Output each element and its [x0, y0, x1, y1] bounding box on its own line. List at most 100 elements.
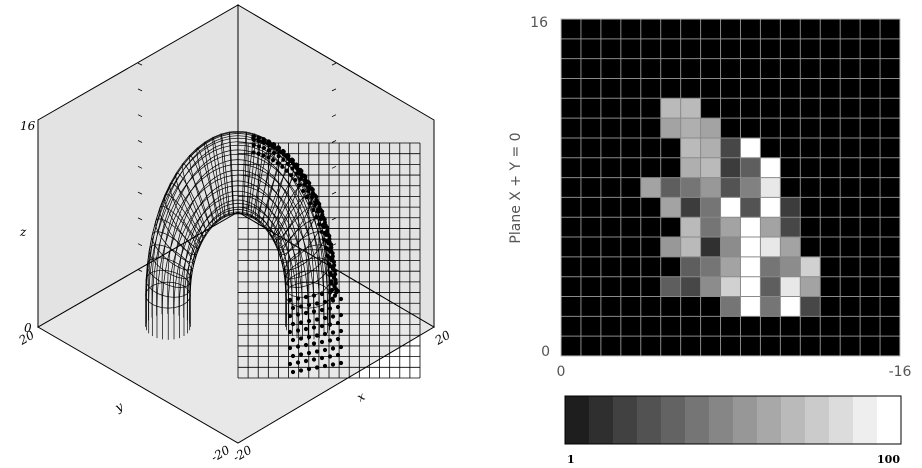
scatter-dot [290, 321, 296, 327]
colorbar-swatch [805, 396, 830, 444]
z-tick-mark [137, 217, 143, 221]
scatter-dot [251, 143, 256, 148]
heatmap-cell [680, 177, 701, 198]
scatter-dot [319, 323, 325, 329]
heatmap-cell [700, 197, 721, 218]
scatter-dot [319, 355, 325, 361]
scatter-dot [306, 188, 311, 194]
scatter-dot [331, 263, 337, 268]
heatmap-cells [640, 98, 821, 317]
scatter-dot [319, 307, 325, 313]
scatter-dot [314, 317, 320, 322]
heatmap-cell [720, 137, 741, 158]
heatmap-cell [680, 197, 701, 218]
scatter-dot [284, 168, 289, 173]
colorbar-swatch [709, 396, 734, 444]
scatter-dot [280, 164, 285, 169]
torus-meridian [167, 159, 309, 283]
scatter-dot [290, 353, 296, 359]
scatter-dot [311, 309, 317, 314]
torus-meridian [189, 206, 287, 292]
heatmap-cell [760, 157, 781, 178]
heatmap-cell [680, 237, 701, 257]
heatmap-y-tick-0: 0 [541, 344, 550, 360]
scatter-dot [270, 143, 275, 149]
z-tick-0: 0 [24, 321, 32, 335]
heatmap-cell [740, 256, 761, 277]
scatter-dot [327, 338, 333, 343]
colorbar-swatch [565, 396, 590, 444]
heatmap-cell [660, 237, 681, 257]
scatter-dot [314, 365, 320, 370]
scatter-dot [290, 337, 296, 343]
scatter-dot [290, 305, 296, 311]
scatter-dot [266, 148, 272, 153]
scatter-dot [314, 333, 320, 338]
scatter-dot [251, 136, 256, 141]
scatter-dot [327, 354, 333, 359]
heatmap-cell [660, 118, 681, 138]
torus-meridian [151, 153, 325, 305]
heatmap-cell [760, 197, 781, 218]
heatmap-cell [700, 237, 721, 257]
torus-meridian [183, 209, 293, 305]
scatter-dot [322, 315, 328, 321]
z-tick-mark [137, 88, 143, 92]
heatmap-cell [800, 276, 821, 297]
scatter-dot [328, 270, 333, 275]
heatmap-cell [760, 177, 781, 198]
scatter-dot [256, 137, 261, 142]
scatter-dot [323, 245, 329, 250]
scatter-dot [338, 312, 344, 318]
heatmap-cell [680, 137, 701, 158]
scatter-dot [320, 212, 325, 217]
torus-meridian [161, 149, 314, 283]
heatmap-x-tick-0: 0 [557, 364, 566, 380]
scatter-dot [307, 184, 312, 189]
scatter-dot [319, 229, 324, 234]
scatter-dot [332, 293, 338, 298]
heatmap-cell [700, 177, 721, 198]
scatter-dot [311, 341, 317, 346]
scatter-dot [327, 262, 332, 267]
scatter-dot [330, 298, 336, 303]
scatter-dot [295, 328, 301, 333]
heatmap-cell [720, 197, 741, 218]
heatmap-cell [760, 237, 781, 257]
scatter-dot [338, 328, 344, 334]
scatter-dot [338, 344, 344, 350]
scatter-dot [306, 318, 312, 324]
scatter-dot [338, 360, 344, 366]
scatter-dot [299, 171, 304, 177]
scatter-dot [309, 195, 315, 200]
scatter-dot [324, 232, 329, 237]
scatter-dot [271, 150, 276, 156]
scatter-dot [295, 296, 301, 301]
heatmap-cell [740, 237, 761, 257]
scatter-dot [276, 154, 281, 159]
scatter-dot [287, 297, 293, 303]
scatter-dot [313, 202, 318, 207]
y-axis-label: y [112, 399, 126, 415]
scatter-dot [322, 363, 328, 369]
heatmap-cell [720, 256, 741, 277]
heatmap-cell [700, 256, 721, 277]
torus-meridian [156, 141, 320, 284]
torus-meridian [178, 180, 297, 284]
heatmap-plot: 16 0 0 -16 Plane X + Y = 0 [508, 15, 912, 380]
scatter-dot [303, 326, 309, 332]
z-tick-mark [137, 114, 143, 118]
heatmap-grid [561, 19, 900, 356]
colorbar-swatch [613, 396, 638, 444]
heatmap-cell [680, 157, 701, 178]
scatter-dot [290, 161, 296, 166]
heatmap-cell [740, 137, 761, 158]
scatter-dot [306, 366, 312, 372]
colorbar: 1 100 [564, 395, 902, 466]
torus-meridian [183, 190, 293, 286]
scatter-dot [321, 224, 326, 229]
scatter-dot [295, 360, 301, 365]
scatter-dot [298, 336, 304, 341]
scatter-dot [319, 291, 325, 297]
colorbar-max-label: 100 [877, 453, 900, 466]
